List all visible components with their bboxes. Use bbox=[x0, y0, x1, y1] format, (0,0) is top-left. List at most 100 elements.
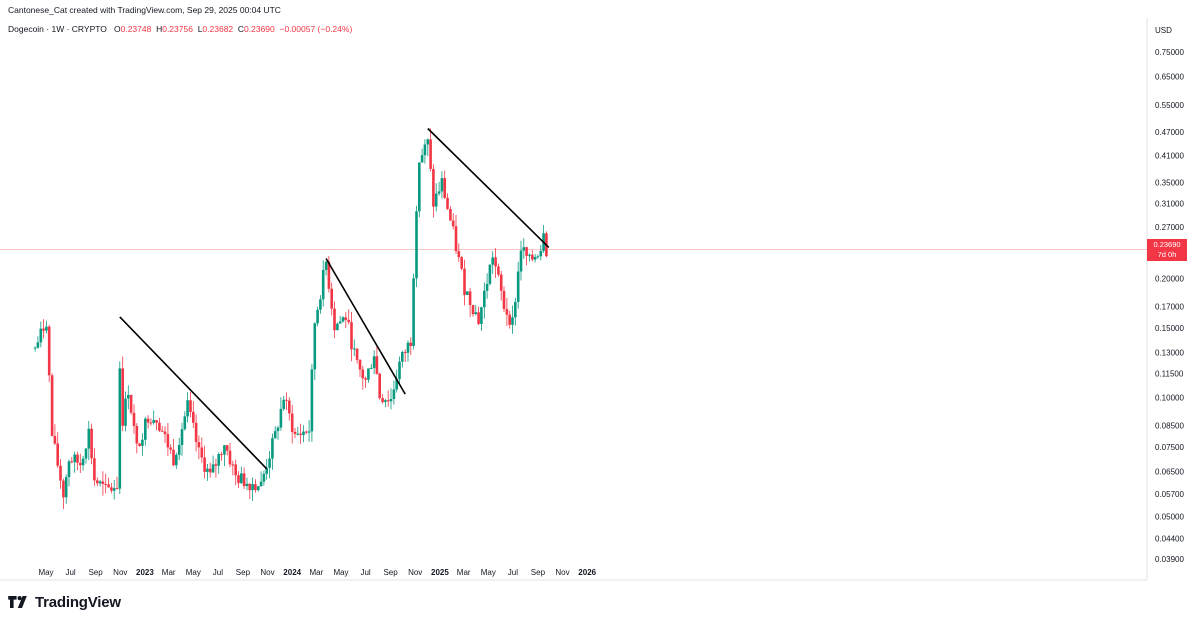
candle-body bbox=[208, 468, 212, 473]
candle-body bbox=[522, 247, 526, 251]
candle-body bbox=[463, 268, 466, 295]
candle-body bbox=[160, 430, 164, 432]
candle-body bbox=[437, 191, 441, 194]
candle-body bbox=[127, 394, 130, 399]
candle-body bbox=[262, 473, 266, 482]
candle-body bbox=[488, 264, 492, 284]
time-tick-label: 2026 bbox=[578, 568, 596, 577]
candle-body bbox=[319, 299, 322, 310]
candle-body bbox=[330, 288, 333, 309]
candle-body bbox=[533, 257, 537, 260]
price-tick-label: 0.41000 bbox=[1155, 152, 1184, 161]
candle-body bbox=[299, 433, 302, 435]
candle-body bbox=[87, 428, 91, 449]
candle-body bbox=[355, 348, 359, 360]
last-price-badge: 0.23690 7d 0h bbox=[1147, 239, 1187, 261]
candle-body bbox=[206, 468, 209, 472]
tradingview-logo[interactable]: TradingView bbox=[8, 593, 121, 611]
candle-body bbox=[225, 445, 229, 451]
candle-body bbox=[420, 155, 424, 163]
candle-body bbox=[217, 454, 220, 466]
candle-body bbox=[449, 209, 452, 221]
candle-body bbox=[302, 431, 305, 435]
candle-body bbox=[384, 400, 387, 403]
candle-body bbox=[50, 375, 54, 436]
candle-body bbox=[401, 351, 404, 362]
tradingview-logo-icon bbox=[8, 596, 27, 608]
candle-body bbox=[138, 443, 141, 446]
candle-body bbox=[56, 443, 59, 466]
candle-body bbox=[392, 389, 396, 399]
candle-body bbox=[494, 257, 497, 267]
symbol-title: Dogecoin · 1W · CRYPTO bbox=[8, 24, 107, 34]
candle-body bbox=[254, 484, 257, 491]
trendline[interactable] bbox=[119, 316, 268, 470]
candle-body bbox=[189, 400, 192, 412]
candle-body bbox=[237, 475, 240, 484]
candle-body bbox=[214, 464, 218, 466]
candle-body bbox=[350, 322, 353, 350]
price-tick-label: 0.55000 bbox=[1155, 101, 1184, 110]
price-tick-label: 0.07500 bbox=[1155, 443, 1184, 452]
candle-body bbox=[33, 347, 37, 349]
candle-body bbox=[268, 458, 271, 468]
candle-body bbox=[98, 481, 102, 484]
candle-body bbox=[59, 465, 62, 481]
time-tick-label: Nov bbox=[113, 568, 127, 577]
time-tick-label: May bbox=[333, 568, 348, 577]
time-tick-label: Sep bbox=[531, 568, 546, 577]
candle-body bbox=[454, 226, 458, 252]
trendline[interactable] bbox=[427, 127, 550, 248]
candle-body bbox=[499, 274, 503, 291]
high-label: H bbox=[156, 24, 163, 34]
candle-body bbox=[36, 342, 40, 348]
time-tick-label: 2024 bbox=[283, 568, 301, 577]
candle-body bbox=[434, 193, 438, 207]
candle-body bbox=[378, 373, 381, 399]
candle-body bbox=[536, 256, 540, 258]
time-tick-label: Jul bbox=[65, 568, 75, 577]
candle-body bbox=[336, 323, 339, 331]
time-axis[interactable]: May Jul Sep Nov 2023 Mar May Jul Sep Nov 2024 Mar Ma… bbox=[38, 568, 596, 577]
candle-body bbox=[146, 418, 150, 423]
candle-body bbox=[234, 464, 237, 476]
candle-body bbox=[440, 178, 444, 192]
trendlines[interactable] bbox=[119, 127, 550, 470]
price-tick-label: 0.27000 bbox=[1155, 223, 1184, 232]
price-tick-label: 0.75000 bbox=[1155, 48, 1184, 57]
candle-body bbox=[132, 412, 136, 426]
close-value: 0.23690 bbox=[244, 24, 275, 34]
candle-body bbox=[197, 442, 201, 448]
candle-body bbox=[271, 438, 274, 459]
candle-body bbox=[307, 431, 311, 433]
price-tick-label: 0.47000 bbox=[1155, 128, 1184, 137]
candle-body bbox=[211, 464, 215, 473]
time-tick-label: Sep bbox=[88, 568, 103, 577]
candle-body bbox=[79, 462, 82, 466]
candle-body bbox=[84, 448, 88, 459]
candle-body bbox=[141, 439, 144, 446]
candle-body bbox=[192, 411, 195, 423]
candle-body bbox=[511, 317, 514, 325]
candle-body bbox=[386, 400, 390, 402]
candle-body bbox=[485, 283, 489, 291]
candle-body bbox=[313, 323, 317, 370]
candle-body bbox=[372, 356, 376, 368]
low-label: L bbox=[197, 24, 203, 34]
candle-body bbox=[321, 270, 325, 300]
price-tick-label: 0.11500 bbox=[1155, 370, 1184, 379]
price-axis[interactable]: 0.75000 0.65000 0.55000 0.47000 0.41000 0.350… bbox=[1155, 48, 1184, 564]
time-tick-label: Mar bbox=[310, 568, 324, 577]
candle-body bbox=[327, 261, 331, 289]
candle-body bbox=[135, 426, 139, 444]
candle-body bbox=[333, 308, 336, 331]
price-tick-label: 0.03900 bbox=[1155, 555, 1184, 564]
time-tick-label: May bbox=[38, 568, 53, 577]
candle-body bbox=[324, 261, 328, 270]
trendline[interactable] bbox=[325, 258, 406, 395]
candle-body bbox=[539, 250, 543, 257]
candle-body bbox=[47, 326, 51, 376]
time-tick-label: Nov bbox=[260, 568, 274, 577]
candle-body bbox=[200, 447, 204, 458]
